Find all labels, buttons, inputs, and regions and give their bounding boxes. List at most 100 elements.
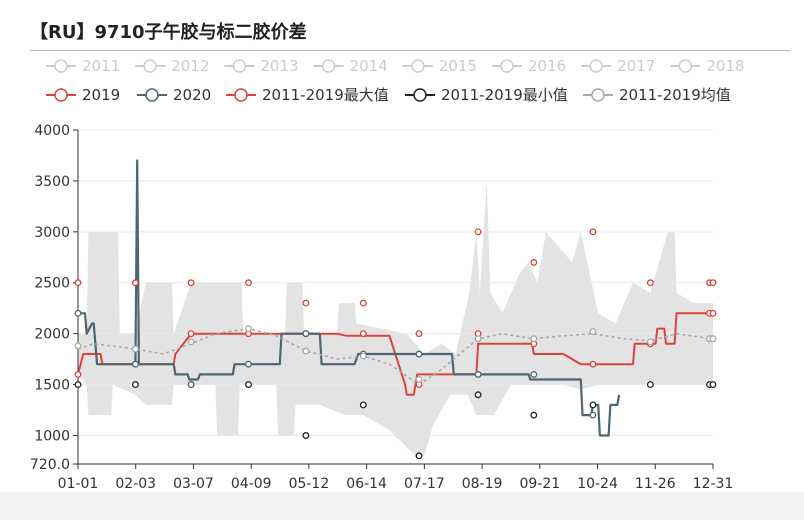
x-tick-label: 03-07 [173, 476, 214, 492]
legend-label-2014[interactable]: 2014 [350, 57, 388, 75]
x-tick-label: 11-26 [635, 476, 676, 492]
history-range-band [78, 180, 713, 456]
marker-min [302, 432, 310, 439]
marker-min [245, 381, 252, 389]
marker-avg [530, 335, 538, 343]
marker-min [359, 401, 367, 409]
bottom-band [0, 492, 804, 520]
x-tick-label: 12-31 [693, 476, 734, 492]
legend-label-2011[interactable]: 2011 [82, 57, 120, 75]
marker-max [302, 299, 310, 307]
marker-max [74, 279, 82, 287]
legend-marker-2012[interactable] [143, 59, 157, 73]
marker-min [474, 391, 482, 399]
marker-s2019 [709, 309, 717, 317]
marker-max [530, 258, 538, 266]
title-divider [30, 50, 790, 51]
legend-label-3[interactable]: 2011-2019最小值 [441, 86, 568, 104]
marker-s2020 [245, 360, 252, 368]
x-tick-label: 01-01 [58, 476, 99, 492]
marker-max [415, 330, 423, 338]
marker-max [359, 299, 367, 307]
marker-max [131, 279, 139, 287]
marker-min [415, 452, 423, 460]
y-tick-label: 4000 [34, 123, 70, 139]
marker-avg [474, 335, 482, 343]
legend-marker-4[interactable] [591, 88, 605, 102]
marker-max [589, 228, 597, 236]
legend-marker-3[interactable] [413, 88, 427, 102]
marker-avg [74, 342, 82, 350]
marker-s2020 [187, 381, 195, 389]
legend-label-0[interactable]: 2019 [82, 86, 120, 104]
marker-max [187, 279, 195, 287]
marker-avg [131, 345, 139, 353]
x-tick-label: 09-21 [519, 476, 560, 492]
legend-label-2017[interactable]: 2017 [617, 57, 655, 75]
marker-max [646, 279, 654, 287]
legend-marker-2013[interactable] [232, 59, 247, 73]
legend-label-2015[interactable]: 2015 [439, 57, 477, 75]
marker-min [131, 381, 139, 389]
legend-label-2[interactable]: 2011-2019最大值 [262, 86, 389, 104]
marker-avg [359, 352, 367, 360]
marker-avg [589, 328, 597, 336]
legend-marker-2017[interactable] [589, 59, 603, 73]
marker-max [245, 279, 252, 287]
legend-label-2018[interactable]: 2018 [706, 57, 744, 75]
legend-label-2016[interactable]: 2016 [528, 57, 566, 75]
marker-avg [187, 338, 195, 346]
y-tick-label: 3000 [34, 225, 70, 241]
legend-marker-2018[interactable] [678, 59, 693, 73]
marker-min [74, 381, 82, 389]
legend-marker-2011[interactable] [54, 59, 68, 73]
y-tick-label: 720.0 [30, 457, 70, 473]
marker-s2020 [589, 411, 597, 419]
marker-max [709, 279, 717, 287]
legend-label-4[interactable]: 2011-2019均值 [619, 86, 731, 104]
legend-marker-2014[interactable] [321, 59, 336, 73]
legend-marker-0[interactable] [54, 88, 68, 102]
marker-s2019 [187, 330, 195, 338]
marker-avg [302, 347, 310, 355]
legend-label-2012[interactable]: 2012 [171, 57, 209, 75]
y-tick-label: 2500 [34, 276, 70, 292]
marker-s2019 [359, 330, 367, 338]
marker-s2019 [589, 360, 597, 368]
legend-marker-2015[interactable] [411, 59, 425, 73]
marker-max [474, 228, 482, 236]
legend-marker-2016[interactable] [500, 59, 514, 73]
marker-s2019 [74, 370, 82, 378]
marker-s2020 [530, 370, 538, 378]
marker-s2020 [74, 309, 82, 317]
x-tick-label: 04-09 [231, 476, 272, 492]
x-tick-label: 06-14 [346, 476, 387, 492]
x-tick-label: 05-12 [289, 476, 330, 492]
legend-marker-2[interactable] [234, 88, 248, 102]
marker-avg [245, 325, 252, 333]
marker-min [646, 381, 654, 389]
legend-marker-1[interactable] [145, 88, 159, 102]
y-tick-label: 3500 [34, 174, 70, 190]
page-title: 【RU】9710子午胶与标二胶价差 [30, 22, 307, 43]
x-tick-label: 07-17 [404, 476, 445, 492]
marker-avg [646, 338, 654, 346]
marker-s2020 [474, 370, 482, 378]
y-tick-label: 1000 [34, 428, 70, 444]
legend-label-1[interactable]: 2020 [173, 86, 211, 104]
marker-min [589, 401, 597, 409]
y-tick-label: 2000 [34, 327, 70, 343]
x-tick-label: 08-19 [462, 476, 503, 492]
marker-avg [415, 376, 423, 383]
marker-s2020 [302, 330, 310, 338]
marker-min [709, 381, 717, 389]
legend-label-2013[interactable]: 2013 [260, 57, 298, 75]
y-tick-label: 1500 [34, 378, 70, 394]
marker-s2020 [415, 350, 423, 358]
x-tick-label: 10-24 [577, 476, 618, 492]
marker-min [530, 411, 538, 419]
marker-avg [709, 335, 717, 343]
marker-s2020 [131, 360, 139, 368]
x-tick-label: 02-03 [115, 476, 156, 492]
